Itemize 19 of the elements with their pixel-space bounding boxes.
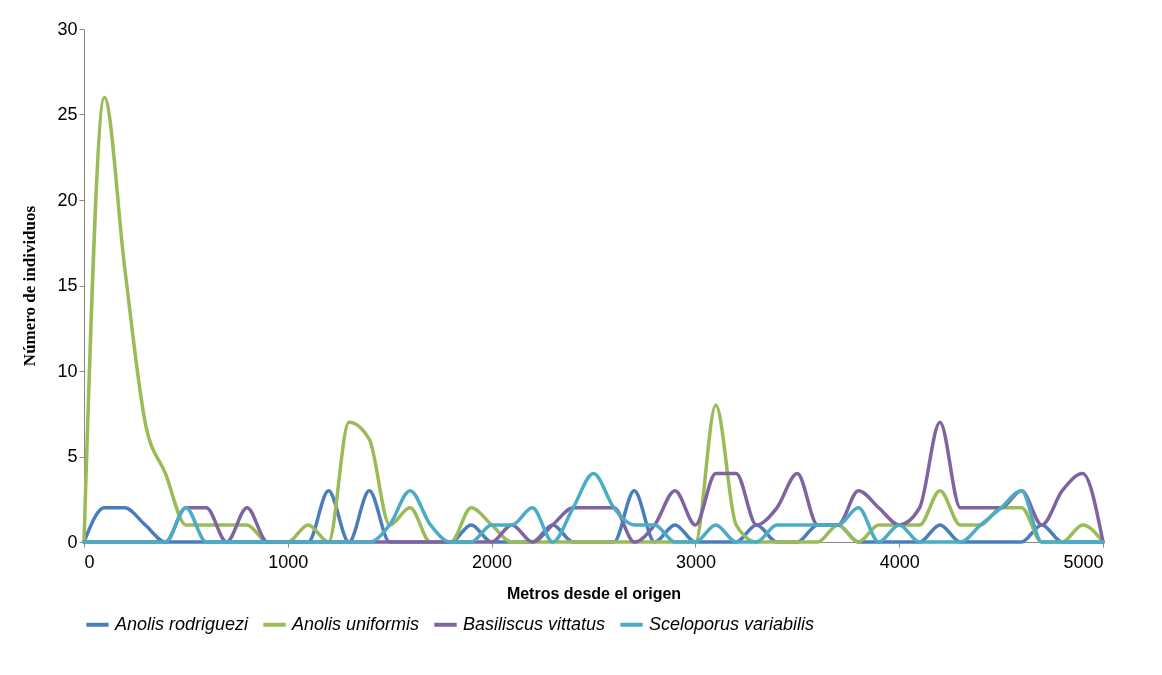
y-tick-label: 20	[57, 189, 78, 210]
y-tick-label: 15	[57, 275, 78, 295]
legend-label: Anolis rodriguezi	[114, 613, 250, 634]
y-axis-title: Número de individuos	[20, 205, 40, 367]
legend-label: Sceloporus variabilis	[649, 613, 815, 634]
y-tick-label: 10	[57, 360, 78, 381]
y-tick-label: 25	[57, 104, 78, 124]
x-axis-title: Metros desde el origen	[506, 584, 682, 602]
x-tick-label: 3000	[675, 551, 716, 572]
x-tick-label: 5000	[1063, 551, 1104, 572]
x-tick-label: 2000	[472, 551, 513, 572]
x-tick-label: 4000	[879, 551, 920, 572]
legend-label: Basiliscus vittatus	[463, 613, 606, 634]
y-tick-label: 0	[67, 531, 78, 552]
legend-label: Anolis uniformis	[291, 613, 420, 634]
x-tick-label: 1000	[268, 551, 309, 572]
y-tick-label: 5	[67, 446, 78, 466]
x-tick-label: 0	[84, 551, 95, 572]
y-tick-label: 30	[57, 18, 78, 39]
